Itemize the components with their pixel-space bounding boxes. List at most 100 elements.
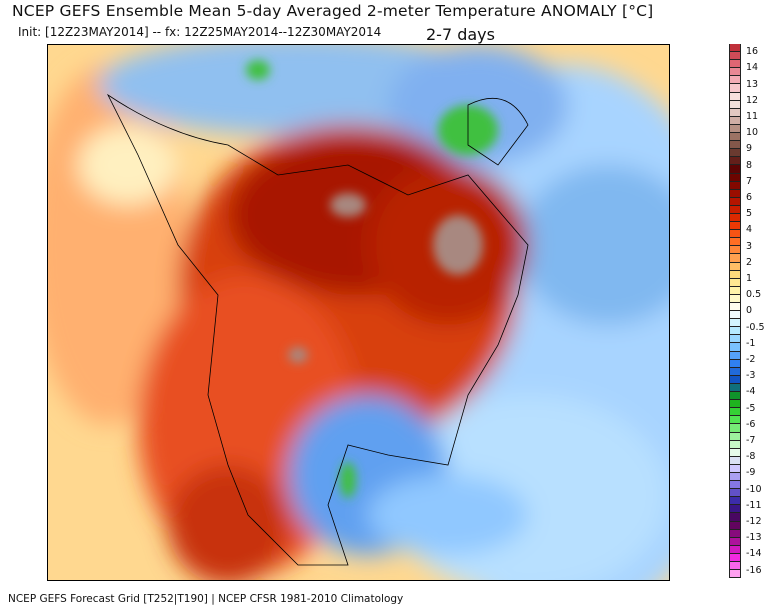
colorbar-label: -11	[746, 499, 762, 511]
colorbar-swatch	[729, 505, 741, 514]
colorbar-label: -2	[746, 353, 756, 365]
colorbar-label: 4	[746, 224, 753, 236]
colorbar-label: -7	[746, 434, 756, 446]
colorbar-swatch	[729, 52, 741, 61]
colorbar-swatch	[729, 100, 741, 109]
colorbar-swatch	[729, 553, 741, 562]
colorbar-swatch	[729, 319, 741, 328]
colorbar-label: -10	[746, 483, 762, 495]
colorbar-label: -5	[746, 402, 756, 414]
colorbar-swatch	[729, 327, 741, 336]
colorbar-swatch	[729, 165, 741, 174]
colorbar-label: 10	[746, 127, 759, 139]
colorbar-swatch	[729, 367, 741, 376]
colorbar-label: -1	[746, 337, 756, 349]
colorbar-swatch	[729, 294, 741, 303]
colorbar-label: 3	[746, 240, 753, 252]
coastline	[106, 93, 529, 566]
colorbar-label: 7	[746, 175, 753, 187]
colorbar-swatch	[729, 133, 741, 142]
colorbar-swatch	[729, 262, 741, 271]
colorbar-swatch	[729, 60, 741, 69]
colorbar-label: 5	[746, 208, 753, 220]
colorbar-swatch	[729, 230, 741, 239]
colorbar-swatch	[729, 489, 741, 498]
colorbar-swatch	[729, 562, 741, 571]
colorbar-label: -16	[746, 564, 762, 576]
colorbar-label: 16	[746, 46, 759, 58]
colorbar-swatch	[729, 286, 741, 295]
colorbar-swatch	[729, 141, 741, 150]
colorbar-label: -3	[746, 370, 756, 382]
colorbar-swatch	[729, 254, 741, 263]
colorbar-label: 8	[746, 159, 753, 171]
colorbar-swatch	[729, 392, 741, 401]
colorbar-label: 6	[746, 191, 753, 203]
colorbar-label: -4	[746, 386, 756, 398]
colorbar-label: -13	[746, 532, 762, 544]
colorbar-swatch	[729, 181, 741, 190]
colorbar-swatch	[729, 464, 741, 473]
colorbar-swatch	[729, 375, 741, 384]
colorbar-swatch	[729, 157, 741, 166]
colorbar-swatch	[729, 124, 741, 134]
colorbar-swatch	[729, 432, 741, 441]
chart-title: NCEP GEFS Ensemble Mean 5-day Averaged 2…	[12, 2, 654, 20]
colorbar-swatch	[729, 213, 741, 223]
colorbar-label: -9	[746, 467, 756, 479]
colorbar-label: 0	[746, 305, 753, 317]
colorbar-swatch	[729, 205, 741, 214]
colorbar-swatch	[729, 197, 741, 206]
colorbar-swatch	[729, 270, 741, 279]
colorbar-label: 9	[746, 143, 753, 155]
colorbar-swatch	[729, 246, 741, 255]
colorbar-label: -6	[746, 418, 756, 430]
colorbar-swatch	[729, 570, 741, 579]
colorbar-label: -12	[746, 515, 762, 527]
colorbar-swatch	[729, 278, 741, 287]
colorbar-swatch	[729, 222, 741, 231]
colorbar-swatch	[729, 497, 741, 506]
init-forecast-label: Init: [12Z23MAY2014] -- fx: 12Z25MAY2014…	[18, 25, 382, 39]
colorbar-label: 11	[746, 110, 759, 122]
footer-source: NCEP GEFS Forecast Grid [T252|T190] | NC…	[8, 593, 404, 605]
colorbar-swatch	[729, 108, 741, 117]
colorbar-swatch	[729, 343, 741, 352]
greenland-coastline	[467, 97, 529, 166]
colorbar-label: -0.5	[746, 321, 765, 333]
colorbar	[729, 44, 741, 579]
colorbar-swatch	[729, 529, 741, 538]
colorbar-swatch	[729, 189, 741, 198]
colorbar-label: 12	[746, 94, 759, 106]
colorbar-swatch	[729, 481, 741, 490]
colorbar-swatch	[729, 303, 741, 312]
colorbar-swatch	[729, 359, 741, 368]
colorbar-swatch	[729, 173, 741, 182]
colorbar-swatch	[729, 440, 741, 449]
colorbar-swatch	[729, 149, 741, 158]
colorbar-swatch	[729, 44, 741, 53]
colorbar-swatch	[729, 311, 741, 320]
colorbar-swatch	[729, 545, 741, 554]
colorbar-swatch	[729, 351, 741, 360]
colorbar-swatch	[729, 383, 741, 393]
colorbar-label: 13	[746, 78, 759, 90]
colorbar-swatch	[729, 448, 741, 457]
colorbar-swatch	[729, 335, 741, 344]
colorbar-label: -14	[746, 548, 762, 560]
anomaly-field	[48, 45, 669, 580]
colorbar-swatch	[729, 400, 741, 409]
colorbar-swatch	[729, 116, 741, 125]
forecast-range-label: 2-7 days	[426, 25, 495, 44]
colorbar-label: 2	[746, 256, 753, 268]
colorbar-label: 0.5	[746, 289, 762, 301]
colorbar-swatch	[729, 472, 741, 482]
temperature-anomaly-map	[47, 44, 670, 581]
colorbar-swatch	[729, 416, 741, 425]
colorbar-label: -8	[746, 451, 756, 463]
colorbar-swatch	[729, 424, 741, 433]
colorbar-swatch	[729, 76, 741, 85]
colorbar-swatch	[729, 92, 741, 101]
colorbar-label: 1	[746, 272, 753, 284]
colorbar-swatch	[729, 84, 741, 93]
